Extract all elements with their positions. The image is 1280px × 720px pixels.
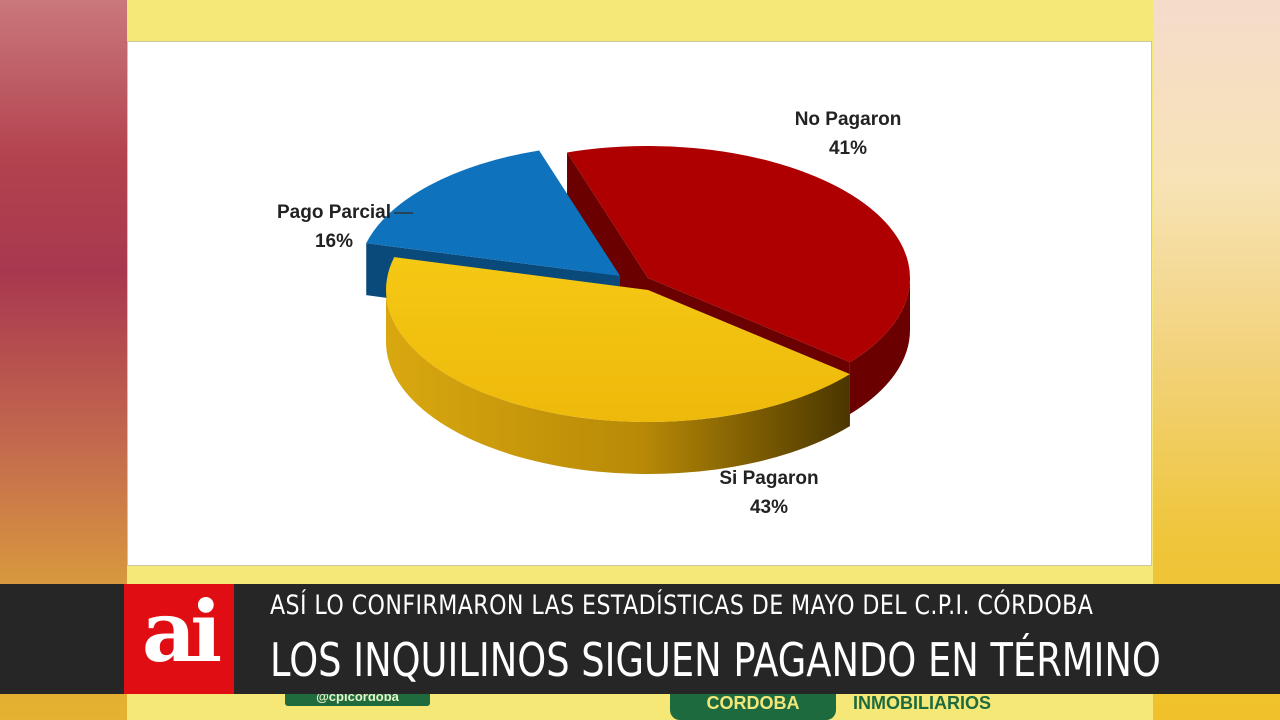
value-pago-parcial: 16% bbox=[315, 231, 353, 252]
slice-wall-no-pagaron bbox=[567, 152, 648, 330]
label-pago-parcial: Pago Parcial bbox=[277, 202, 391, 223]
value-si-pagaron: 43% bbox=[750, 497, 788, 518]
ticker-headline: LOS INQUILINOS SIGUEN PAGANDO EN TÉRMINO bbox=[270, 633, 1161, 687]
footer-inmobiliarios: INMOBILIARIOS bbox=[853, 694, 991, 713]
footer-cordoba-badge: CORDOBA bbox=[670, 694, 836, 720]
label-si-pagaron: Si Pagaron bbox=[719, 468, 818, 489]
value-no-pagaron: 41% bbox=[829, 138, 867, 159]
slice-pago-parcial bbox=[366, 150, 620, 276]
label-no-pagaron: No Pagaron bbox=[795, 109, 902, 130]
logo-text: ai bbox=[141, 582, 222, 681]
channel-logo: ai bbox=[124, 584, 234, 694]
ticker-subheadline: ASÍ LO CONFIRMARON LAS ESTADÍSTICAS DE M… bbox=[270, 590, 1094, 621]
slice-si-pagaron bbox=[386, 257, 850, 422]
social-handle: @cpicordoba bbox=[285, 694, 430, 706]
slice-rim-si-pagaron bbox=[386, 290, 850, 474]
pie-chart: No Pagaron 41% Si Pagaron 43% Pago Parci… bbox=[277, 109, 910, 518]
pie-chart-panel: No Pagaron 41% Si Pagaron 43% Pago Parci… bbox=[127, 41, 1152, 566]
slide-footer: @cpicordoba CORDOBA INMOBILIARIOS bbox=[127, 694, 1153, 720]
slice-rim-no-pagaron bbox=[849, 278, 910, 415]
slice-no-pagaron bbox=[567, 146, 910, 363]
